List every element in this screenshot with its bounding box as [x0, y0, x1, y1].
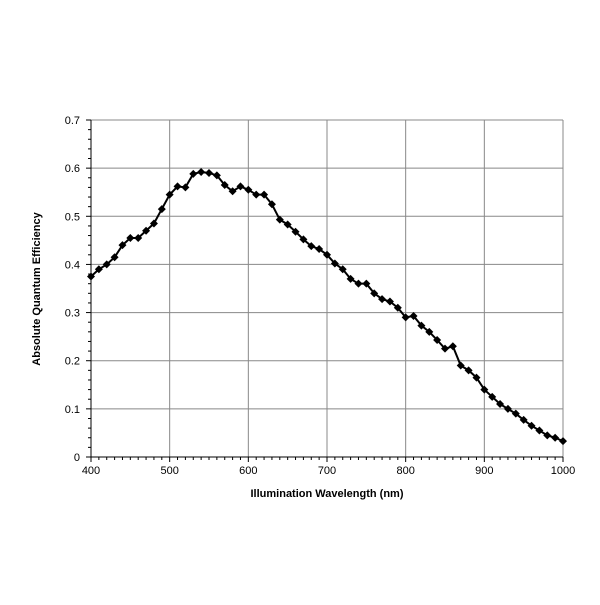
data-point [126, 233, 135, 242]
y-tick-label: 0.7 [65, 115, 80, 127]
data-point [228, 187, 237, 196]
data-point [330, 259, 339, 268]
y-tick-label: 0.5 [65, 211, 80, 223]
data-point [205, 168, 213, 177]
data-point [212, 171, 221, 180]
y-axis-label: Absolute Quantum Efficiency [31, 211, 43, 365]
data-point [480, 385, 489, 394]
data-point [433, 336, 442, 345]
data-point [551, 433, 560, 442]
data-point [503, 404, 512, 413]
y-tick-label: 0.4 [65, 259, 80, 271]
x-axis-label: Illumination Wavelength (nm) [251, 488, 404, 500]
x-tick-label: 1000 [551, 465, 575, 477]
data-point [291, 227, 300, 236]
data-point [189, 169, 198, 178]
x-tick-label: 900 [475, 465, 493, 477]
data-point [535, 426, 544, 435]
data-point [338, 265, 347, 274]
data-point [275, 215, 284, 224]
data-point [315, 245, 324, 254]
data-point [346, 274, 355, 283]
series-line [87, 167, 567, 446]
data-point [409, 311, 418, 320]
data-point [488, 392, 497, 401]
x-tick-label: 800 [396, 465, 414, 477]
data-point [87, 272, 95, 281]
grid [90, 119, 564, 458]
tick-labels: 400 500 600 700 800 900 1000 0 0.1 0.2 0.3 0.4 0.5 0.… [65, 115, 576, 477]
x-tick-label: 600 [239, 465, 257, 477]
data-point [323, 250, 331, 259]
data-point [527, 421, 536, 430]
data-point [354, 279, 363, 288]
data-point [181, 183, 190, 192]
data-point [102, 260, 111, 269]
data-point [267, 200, 276, 209]
data-point [559, 437, 567, 446]
data-point [165, 190, 174, 199]
data-point [244, 185, 253, 194]
data-point [157, 205, 166, 214]
data-point [425, 327, 434, 336]
data-point [173, 182, 182, 191]
data-point [252, 190, 261, 199]
data-point [393, 303, 402, 312]
data-point [378, 295, 387, 304]
y-tick-label: 0.3 [65, 308, 80, 320]
data-point [519, 415, 528, 424]
data-point [511, 409, 520, 418]
data-point [543, 431, 552, 440]
data-point [417, 321, 426, 330]
data-point [283, 220, 292, 229]
data-point [236, 182, 245, 191]
data-point [118, 241, 127, 250]
data-point [197, 167, 206, 176]
data-point [110, 253, 119, 262]
data-point [220, 180, 229, 189]
data-point [134, 233, 143, 242]
data-point [370, 289, 379, 298]
data-point [299, 235, 308, 244]
data-point [142, 226, 151, 235]
data-point [149, 219, 158, 228]
data-point [441, 344, 449, 353]
data-point [448, 342, 457, 351]
data-point [362, 279, 371, 288]
ticks [86, 119, 564, 462]
data-point [472, 373, 481, 382]
y-tick-label: 0.1 [65, 404, 80, 416]
x-tick-label: 500 [160, 465, 178, 477]
data-point [94, 265, 103, 274]
data-point [496, 400, 505, 409]
y-tick-label: 0.2 [65, 356, 80, 368]
x-tick-label: 400 [82, 465, 100, 477]
data-point [464, 366, 473, 375]
y-tick-label: 0.6 [65, 163, 80, 175]
data-point [307, 242, 316, 251]
data-point [456, 361, 465, 370]
data-point [401, 313, 410, 322]
y-tick-label: 0 [74, 452, 80, 464]
data-point [385, 297, 394, 306]
data-point [260, 190, 269, 199]
x-tick-label: 700 [318, 465, 336, 477]
